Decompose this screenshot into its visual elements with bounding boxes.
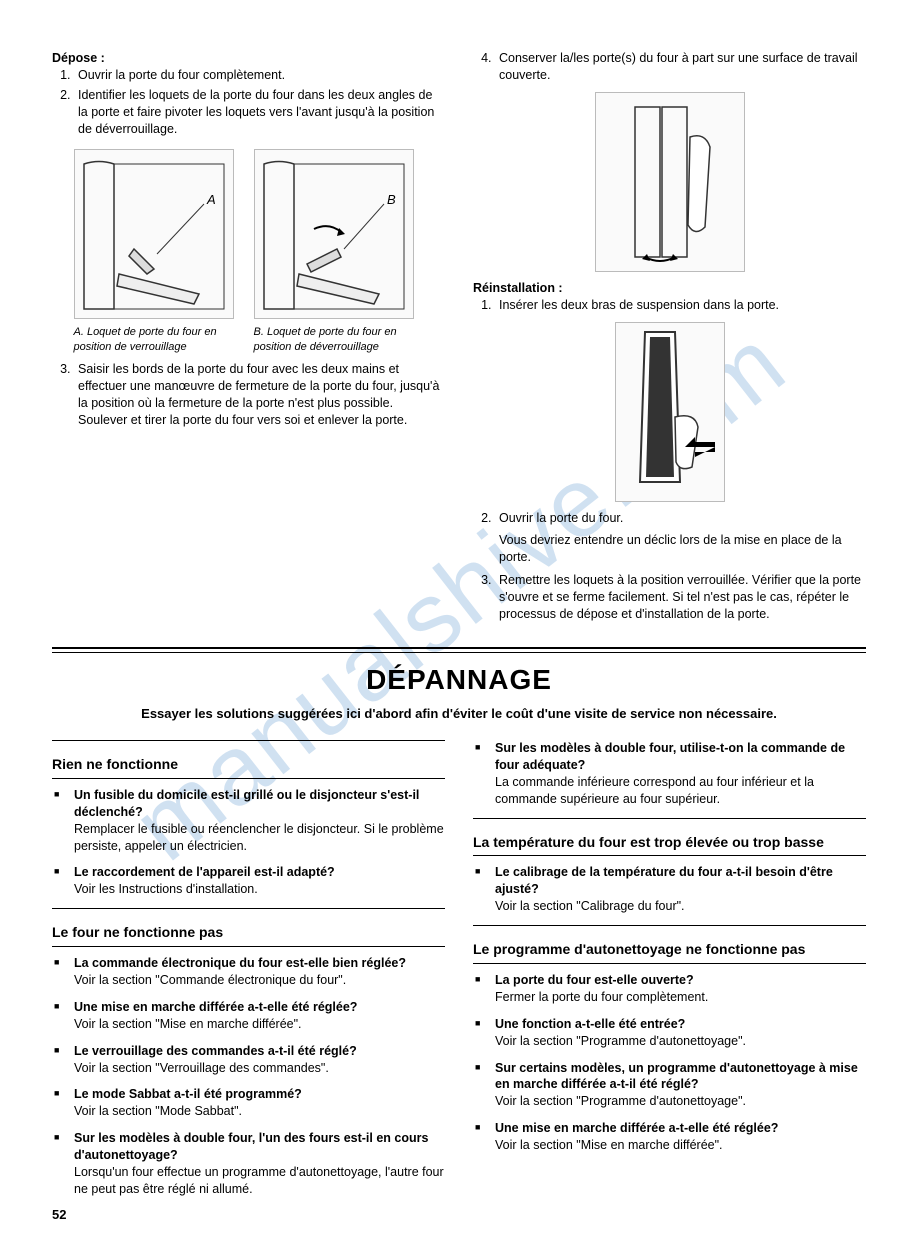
a: Voir la section "Mise en marche différée… — [495, 1138, 723, 1152]
q: La porte du four est-elle ouverte? — [495, 973, 694, 987]
a: Voir les Instructions d'installation. — [74, 882, 258, 896]
bullets-l1: La commande électronique du four est-ell… — [52, 955, 445, 1198]
reinstall-step-1: Insérer les deux bras de suspension dans… — [495, 297, 866, 314]
sec-title-l1: Le four ne fonctionne pas — [52, 919, 445, 947]
section-divider — [52, 647, 866, 653]
reinstall-step-2: Ouvrir la porte du four. — [495, 510, 866, 527]
figure-insert-arms — [615, 322, 725, 502]
rule — [473, 818, 866, 819]
a: Voir la section "Mise en marche différée… — [74, 1017, 302, 1031]
a: Remplacer le fusible ou réenclencher le … — [74, 822, 444, 853]
a: Voir la section "Programme d'autonettoya… — [495, 1094, 746, 1108]
q: Le mode Sabbat a-t-il été programmé? — [74, 1087, 302, 1101]
item-l0-1: Le raccordement de l'appareil est-il ada… — [52, 864, 445, 898]
troubleshoot-right: Sur les modèles à double four, utilise-t… — [473, 734, 866, 1208]
depose-step-2: Identifier les loquets de la porte du fo… — [74, 87, 445, 138]
a: Voir la section "Mode Sabbat". — [74, 1104, 242, 1118]
figure-store-door — [595, 92, 745, 272]
bullets-l0: Un fusible du domicile est-il grillé ou … — [52, 787, 445, 898]
q: Sur les modèles à double four, utilise-t… — [495, 741, 845, 772]
page-content: Dépose : Ouvrir la porte du four complèt… — [52, 50, 866, 1208]
figure-b: B B. Loquet de porte du four en position… — [254, 149, 424, 355]
a: Lorsqu'un four effectue un programme d'a… — [74, 1165, 444, 1196]
item-l1-1: Une mise en marche différée a-t-elle été… — [52, 999, 445, 1033]
figure-b-image: B — [254, 149, 414, 319]
item-l1-0: La commande électronique du four est-ell… — [52, 955, 445, 989]
item-r1-1: Une fonction a-t-elle été entrée? Voir la… — [473, 1016, 866, 1050]
label-a: A — [206, 192, 216, 207]
sec-title-l0: Rien ne fonctionne — [52, 751, 445, 779]
top-two-columns: Dépose : Ouvrir la porte du four complèt… — [52, 50, 866, 629]
q: La commande électronique du four est-ell… — [74, 956, 406, 970]
q: Sur certains modèles, un programme d'aut… — [495, 1061, 858, 1092]
label-b: B — [387, 192, 396, 207]
depose-list-2: Saisir les bords de la porte du four ave… — [52, 361, 445, 429]
depose-heading: Dépose : — [52, 50, 445, 67]
a: Fermer la porte du four complètement. — [495, 990, 708, 1004]
a: Voir la section "Calibrage du four". — [495, 899, 685, 913]
a: Voir la section "Commande électronique d… — [74, 973, 346, 987]
bullets-r0: Le calibrage de la température du four a… — [473, 864, 866, 915]
main-title: DÉPANNAGE — [52, 661, 866, 699]
rule — [52, 908, 445, 909]
bullets-r1: La porte du four est-elle ouverte? Fermer… — [473, 972, 866, 1154]
figure-row: A A. Loquet de porte du four en position… — [52, 149, 445, 355]
a: Voir la section "Verrouillage des comman… — [74, 1061, 329, 1075]
troubleshoot-left: Rien ne fonctionne Un fusible du domicil… — [52, 734, 445, 1208]
q: Un fusible du domicile est-il grillé ou … — [74, 788, 419, 819]
q: Une mise en marche différée a-t-elle été… — [74, 1000, 357, 1014]
reinstall-step-3: Remettre les loquets à la position verro… — [495, 572, 866, 623]
page-number: 52 — [52, 1206, 66, 1224]
figure-a-caption: A. Loquet de porte du four en position d… — [74, 325, 244, 355]
figure-a-image: A — [74, 149, 234, 319]
figure-b-caption: B. Loquet de porte du four en position d… — [254, 325, 424, 355]
top-left-column: Dépose : Ouvrir la porte du four complèt… — [52, 50, 445, 629]
q: Sur les modèles à double four, l'un des … — [74, 1131, 428, 1162]
reinstall-list-1: Insérer les deux bras de suspension dans… — [473, 297, 866, 314]
depose-list-1: Ouvrir la porte du four complètement. Id… — [52, 67, 445, 138]
item-l1-3: Le mode Sabbat a-t-il été programmé? Voir… — [52, 1086, 445, 1120]
item-r0-0: Le calibrage de la température du four a… — [473, 864, 866, 915]
q: Le raccordement de l'appareil est-il ada… — [74, 865, 335, 879]
item-r1-2: Sur certains modèles, un programme d'aut… — [473, 1060, 866, 1111]
reinstall-list-2: Ouvrir la porte du four. — [473, 510, 866, 527]
figure-a: A A. Loquet de porte du four en position… — [74, 149, 244, 355]
a: Voir la section "Programme d'autonettoya… — [495, 1034, 746, 1048]
reinstall-list-3: Remettre les loquets à la position verro… — [473, 572, 866, 623]
depose-step-1: Ouvrir la porte du four complètement. — [74, 67, 445, 84]
intro-text: Essayer les solutions suggérées ici d'ab… — [52, 705, 866, 723]
item-l0-0: Un fusible du domicile est-il grillé ou … — [52, 787, 445, 855]
item-r1-3: Une mise en marche différée a-t-elle été… — [473, 1120, 866, 1154]
sec-title-r1: Le programme d'autonettoyage ne fonction… — [473, 936, 866, 964]
depose-step-4: Conserver la/les porte(s) du four à part… — [495, 50, 866, 84]
item-l1-2: Le verrouillage des commandes a-t-il été… — [52, 1043, 445, 1077]
q: Une mise en marche différée a-t-elle été… — [495, 1121, 778, 1135]
rule — [52, 740, 445, 741]
q: Le verrouillage des commandes a-t-il été… — [74, 1044, 357, 1058]
q: Une fonction a-t-elle été entrée? — [495, 1017, 685, 1031]
depose-step-3: Saisir les bords de la porte du four ave… — [74, 361, 445, 429]
a: La commande inférieure correspond au fou… — [495, 775, 814, 806]
depose-list-3: Conserver la/les porte(s) du four à part… — [473, 50, 866, 84]
reinstall-heading: Réinstallation : — [473, 280, 866, 297]
troubleshoot-columns: Rien ne fonctionne Un fusible du domicil… — [52, 734, 866, 1208]
item-rpre-0: Sur les modèles à double four, utilise-t… — [473, 740, 866, 808]
q: Le calibrage de la température du four a… — [495, 865, 833, 896]
item-r1-0: La porte du four est-elle ouverte? Fermer… — [473, 972, 866, 1006]
sec-title-r0: La température du four est trop élevée o… — [473, 829, 866, 857]
reinstall-step-2-sub: Vous devriez entendre un déclic lors de … — [499, 532, 866, 566]
rule — [473, 925, 866, 926]
top-right-column: Conserver la/les porte(s) du four à part… — [473, 50, 866, 629]
bullets-r-pre: Sur les modèles à double four, utilise-t… — [473, 740, 866, 808]
